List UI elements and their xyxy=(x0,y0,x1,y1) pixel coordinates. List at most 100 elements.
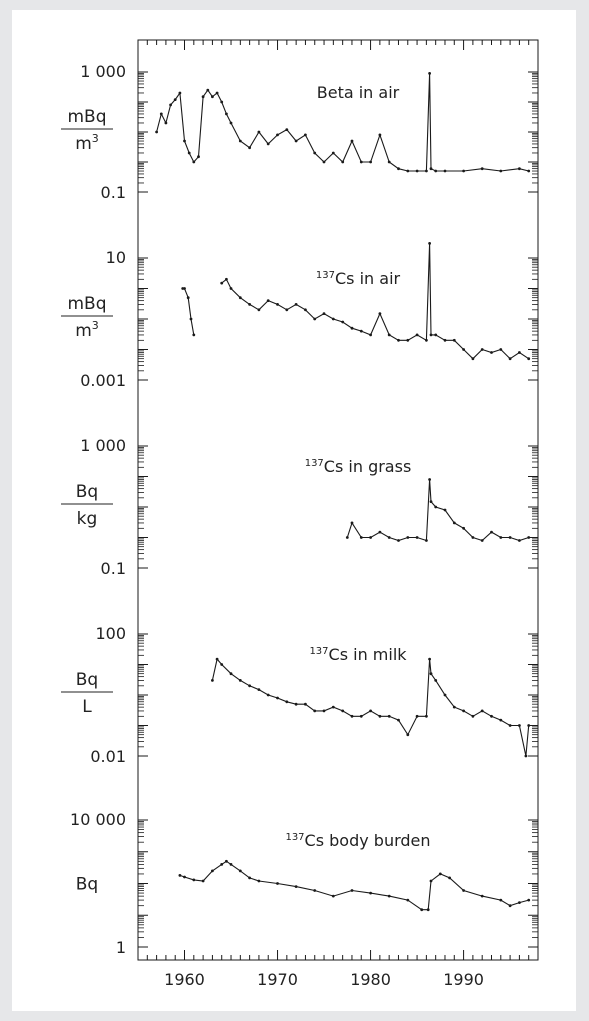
data-point-cs_body xyxy=(220,863,224,866)
data-point-cs_milk xyxy=(428,657,431,661)
y-tick-label-bottom: 0.1 xyxy=(101,183,126,202)
chart-card: 1 000 0.1 mBq m3 Beta in air 10 0.001 mBq m3 137C… xyxy=(12,10,576,1011)
data-point-beta xyxy=(378,133,382,137)
data-point-cs_air xyxy=(425,338,428,342)
data-point-cs_milk xyxy=(452,705,456,709)
data-point-beta xyxy=(331,151,335,155)
data-point-cs_grass xyxy=(387,536,391,539)
y-tick-label-bottom: 0.1 xyxy=(101,559,126,578)
data-point-beta xyxy=(201,95,205,99)
data-point-cs_grass xyxy=(443,508,447,512)
data-point-beta xyxy=(266,142,270,146)
x-tick-label: 1970 xyxy=(257,970,298,989)
data-point-cs_milk xyxy=(341,709,345,713)
data-point-cs_milk xyxy=(508,724,512,727)
data-point-beta xyxy=(178,91,182,95)
data-point-cs_body xyxy=(238,869,242,873)
data-point-cs_body xyxy=(294,885,298,888)
data-point-beta xyxy=(518,167,521,171)
data-point-cs_milk xyxy=(215,657,219,661)
data-point-cs_milk xyxy=(471,714,475,718)
data-point-cs_grass xyxy=(378,530,382,534)
data-point-beta xyxy=(313,151,317,155)
data-point-beta xyxy=(499,169,503,173)
unit-denominator: m3 xyxy=(75,319,99,341)
data-point-cs_body xyxy=(211,869,214,873)
data-point-cs_air xyxy=(369,333,372,337)
data-point-beta xyxy=(229,121,233,125)
data-point-beta xyxy=(159,112,163,116)
y-tick-label-top: 1 000 xyxy=(80,62,126,81)
data-point-beta xyxy=(397,167,400,171)
data-point-cs_air xyxy=(266,299,270,302)
data-point-beta xyxy=(294,139,298,143)
data-point-cs_milk xyxy=(425,714,428,718)
data-point-cs_milk xyxy=(331,705,335,709)
x-tick-label: 1960 xyxy=(164,970,205,989)
data-point-cs_air xyxy=(186,296,190,300)
data-point-cs_body xyxy=(429,879,433,883)
data-point-beta xyxy=(443,169,447,173)
data-point-cs_body xyxy=(406,898,410,902)
data-point-cs_body xyxy=(201,879,205,883)
data-point-cs_milk xyxy=(220,663,224,666)
data-point-cs_body xyxy=(257,879,261,883)
y-tick-label-top: 1 000 xyxy=(80,436,126,455)
data-point-cs_milk xyxy=(322,709,326,713)
data-point-cs_body xyxy=(387,894,391,898)
data-point-beta xyxy=(169,103,173,107)
data-point-cs_air xyxy=(183,287,186,290)
data-point-cs_milk xyxy=(527,724,531,727)
data-point-cs_air xyxy=(322,312,326,315)
data-point-beta xyxy=(220,100,224,104)
data-point-cs_grass xyxy=(397,539,400,542)
data-point-cs_grass xyxy=(434,505,438,509)
data-point-cs_milk xyxy=(285,700,289,704)
unit-label: Bq xyxy=(76,875,98,895)
data-point-cs_air xyxy=(238,296,242,300)
y-tick-label-bottom: 0.001 xyxy=(80,371,126,390)
data-point-cs_air xyxy=(248,303,252,306)
data-point-beta xyxy=(341,160,345,164)
data-point-cs_air xyxy=(429,333,433,337)
unit-numerator: Bq xyxy=(76,482,98,502)
data-point-cs_air xyxy=(192,333,196,337)
data-point-beta xyxy=(248,146,252,150)
y-tick-label-top: 10 000 xyxy=(70,810,126,829)
data-point-beta xyxy=(285,128,289,131)
panel-beta: 1 000 0.1 mBq m3 Beta in air xyxy=(61,62,538,202)
data-point-beta xyxy=(350,139,354,143)
data-point-cs_body xyxy=(438,872,442,876)
data-point-cs_air xyxy=(452,338,456,342)
data-point-cs_milk xyxy=(266,693,270,697)
unit-denominator: L xyxy=(82,697,92,717)
data-point-cs_milk xyxy=(406,733,410,737)
data-point-cs_air xyxy=(257,308,261,312)
data-point-cs_milk xyxy=(397,718,400,722)
data-point-cs_grass xyxy=(508,536,512,539)
unit-denominator: m3 xyxy=(75,132,99,154)
data-point-beta xyxy=(164,121,168,125)
data-point-beta xyxy=(192,160,196,164)
data-point-cs_air xyxy=(378,312,382,315)
data-point-beta xyxy=(434,169,438,173)
y-tick-label-top: 10 xyxy=(106,248,126,267)
data-point-cs_air xyxy=(471,357,475,361)
data-point-cs_air xyxy=(285,308,289,312)
x-tick-label: 1980 xyxy=(350,970,391,989)
data-point-cs_milk xyxy=(490,714,493,718)
panel-title: 137Cs body burden xyxy=(285,831,430,850)
data-point-cs_body xyxy=(350,889,354,892)
data-point-cs_air xyxy=(490,351,493,354)
unit-numerator: Bq xyxy=(76,670,98,690)
data-point-beta xyxy=(322,160,326,164)
data-point-beta xyxy=(462,169,465,173)
data-point-cs_milk xyxy=(434,679,438,682)
data-point-cs_air xyxy=(406,338,410,342)
panel-title: Beta in air xyxy=(317,83,400,102)
series-line-cs_air xyxy=(182,287,195,335)
data-point-cs_body xyxy=(420,908,424,912)
data-point-cs_milk xyxy=(294,702,298,706)
data-point-cs_grass xyxy=(462,526,465,530)
data-point-cs_body xyxy=(518,901,521,904)
